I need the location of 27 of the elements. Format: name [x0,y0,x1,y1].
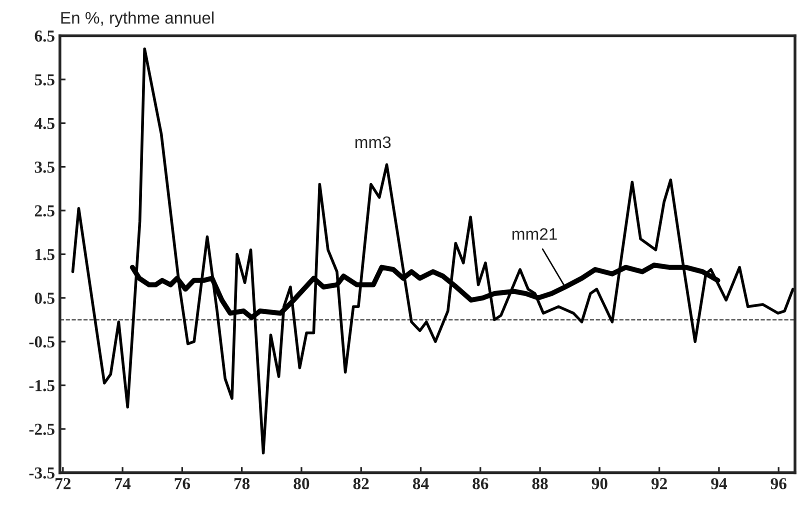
y-tick-label: 1.5 [36,249,54,260]
x-tick-label: 90 [592,478,608,490]
text: mm21 [512,228,557,240]
x-tick-label: 72 [56,478,71,490]
y-tick-label: 6.5 [34,30,54,42]
y-tick-label: -1.5 [29,380,54,392]
x-tick-label: 84 [412,478,429,490]
x-tick-label: 86 [472,478,488,490]
x-tick-label: 80 [294,478,310,490]
y-tick-label: -3.5 [29,467,54,479]
x-tick-label: 78 [234,478,250,490]
x-tick-label: 96 [770,478,786,490]
y-tick-label: 0.5 [34,292,54,304]
x-tick-label: 76 [174,478,190,490]
y-tick-label: 4.5 [34,118,54,130]
x-tick-label: 92 [651,478,667,490]
x-tick-label: 88 [532,478,548,490]
y-tick-label: -2.5 [29,424,54,436]
series-label: mm3 [355,136,391,148]
x-tick-label: 94 [711,478,727,490]
y-tick-label: 3.5 [34,162,54,173]
y-tick-label: -0.5 [29,336,54,348]
y-tick-label: 2.5 [34,205,54,217]
y-axis-title: En %, rythme annuel [61,11,214,28]
x-tick-label: 82 [353,478,369,490]
y-tick-label: 5.5 [34,74,54,86]
x-tick-label: 74 [115,478,131,490]
